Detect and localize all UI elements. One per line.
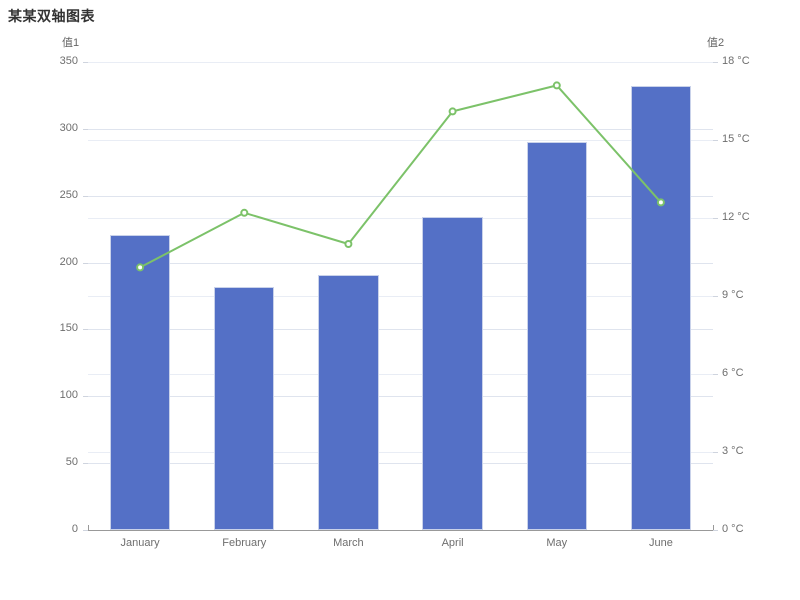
right-tick-mark — [713, 296, 718, 297]
bar-january[interactable] — [109, 234, 171, 530]
left-tick-mark — [83, 62, 88, 63]
bar-april[interactable] — [422, 217, 483, 530]
gridline — [88, 62, 713, 63]
x-axis-label-march: March — [333, 537, 364, 549]
bar-may[interactable] — [526, 142, 587, 530]
bar-june[interactable] — [630, 86, 692, 530]
right-tick-mark — [713, 374, 718, 375]
gridline — [88, 195, 713, 197]
right-tick-mark — [713, 530, 718, 531]
left-tick-label: 350 — [59, 55, 78, 67]
right-tick-label: 0 °C — [722, 523, 744, 535]
left-tick-label: 300 — [59, 121, 78, 134]
gridline — [88, 128, 713, 130]
left-tick-mark — [83, 128, 88, 130]
right-tick-label: 12 °C — [722, 211, 750, 223]
x-axis-label-june: June — [648, 537, 673, 549]
x-axis-label-april: April — [441, 537, 464, 549]
left-tick-mark — [83, 329, 88, 331]
gridline — [88, 463, 713, 465]
left-axis-name: 值1 — [62, 37, 80, 49]
x-axis-right-cap — [713, 525, 714, 530]
gridline — [88, 262, 713, 264]
left-tick-label: 0 — [71, 523, 78, 535]
right-tick-label: 9 °C — [722, 289, 744, 301]
right-tick-mark — [713, 140, 718, 141]
gridline — [88, 329, 713, 331]
left-tick-mark — [83, 195, 88, 197]
left-tick-label: 250 — [59, 188, 78, 201]
left-tick-label: 50 — [65, 456, 78, 469]
left-tick-label: 200 — [59, 255, 78, 268]
left-tick-mark — [83, 262, 88, 264]
bar-march[interactable] — [318, 274, 379, 530]
right-tick-mark — [713, 218, 718, 219]
chart-title: 某某双轴图表 — [8, 8, 95, 24]
gridline — [88, 218, 713, 219]
left-tick-label: 100 — [59, 389, 78, 402]
left-tick-mark — [83, 530, 88, 531]
right-tick-label: 3 °C — [722, 445, 744, 457]
plot-area — [88, 62, 713, 530]
left-tick-label: 150 — [59, 322, 78, 335]
gridline — [88, 140, 713, 141]
left-tick-mark — [83, 396, 88, 398]
x-axis-label-february: February — [222, 537, 267, 549]
bar-february[interactable] — [214, 286, 275, 530]
gridline — [88, 296, 713, 297]
gridline — [88, 374, 713, 375]
x-axis-label-january: January — [120, 537, 160, 549]
right-tick-label: 6 °C — [722, 367, 744, 379]
right-tick-label: 15 °C — [722, 133, 750, 145]
x-axis-left-cap — [88, 525, 89, 530]
right-tick-label: 18 °C — [722, 55, 750, 67]
gridline — [88, 396, 713, 398]
right-axis-name: 值2 — [707, 37, 725, 49]
right-tick-mark — [713, 452, 718, 453]
right-tick-mark — [713, 62, 718, 63]
left-tick-mark — [83, 463, 88, 465]
x-axis-label-may: May — [546, 537, 568, 549]
gridline — [88, 452, 713, 453]
x-axis-line — [88, 530, 713, 531]
